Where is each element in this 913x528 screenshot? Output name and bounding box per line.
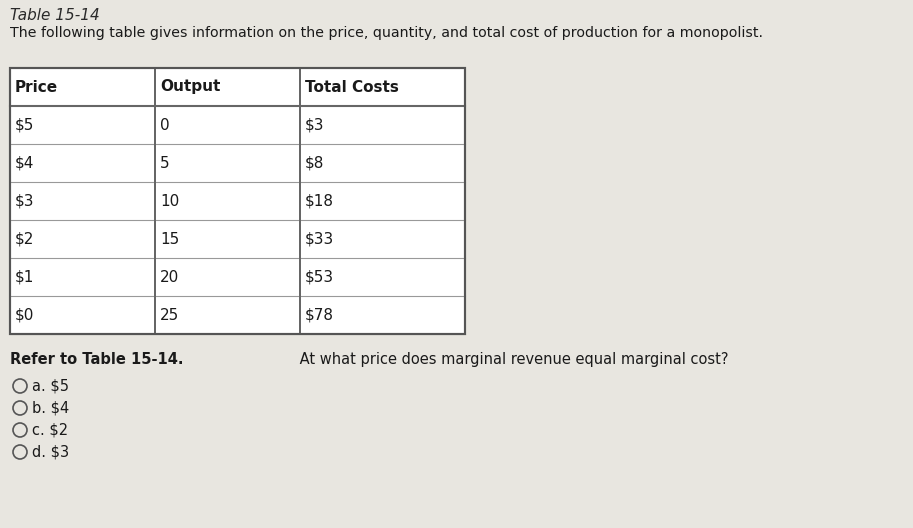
Bar: [10, 68, 465, 334]
Bar: [10, 68, 465, 334]
Text: $5: $5: [15, 118, 35, 133]
Text: Price: Price: [15, 80, 58, 95]
Text: c. $2: c. $2: [32, 422, 68, 438]
Text: $53: $53: [305, 269, 334, 285]
Text: $3: $3: [305, 118, 324, 133]
Text: $33: $33: [305, 231, 334, 247]
Text: 20: 20: [160, 269, 179, 285]
Text: $8: $8: [305, 156, 324, 171]
Text: $4: $4: [15, 156, 35, 171]
Text: Output: Output: [160, 80, 220, 95]
Text: 15: 15: [160, 231, 179, 247]
Text: The following table gives information on the price, quantity, and total cost of : The following table gives information on…: [10, 26, 763, 40]
Text: b. $4: b. $4: [32, 401, 69, 416]
Text: $2: $2: [15, 231, 35, 247]
Text: a. $5: a. $5: [32, 379, 69, 393]
Text: $0: $0: [15, 307, 35, 323]
Text: Table 15-14: Table 15-14: [10, 8, 100, 23]
Text: d. $3: d. $3: [32, 445, 69, 459]
Text: Refer to Table 15-14.: Refer to Table 15-14.: [10, 352, 184, 367]
Text: $78: $78: [305, 307, 334, 323]
Text: $1: $1: [15, 269, 35, 285]
Text: $3: $3: [15, 193, 35, 209]
Text: At what price does marginal revenue equal marginal cost?: At what price does marginal revenue equa…: [296, 352, 729, 367]
Text: 25: 25: [160, 307, 179, 323]
Text: 5: 5: [160, 156, 170, 171]
Text: Total Costs: Total Costs: [305, 80, 399, 95]
Text: 0: 0: [160, 118, 170, 133]
Text: 10: 10: [160, 193, 179, 209]
Text: $18: $18: [305, 193, 334, 209]
